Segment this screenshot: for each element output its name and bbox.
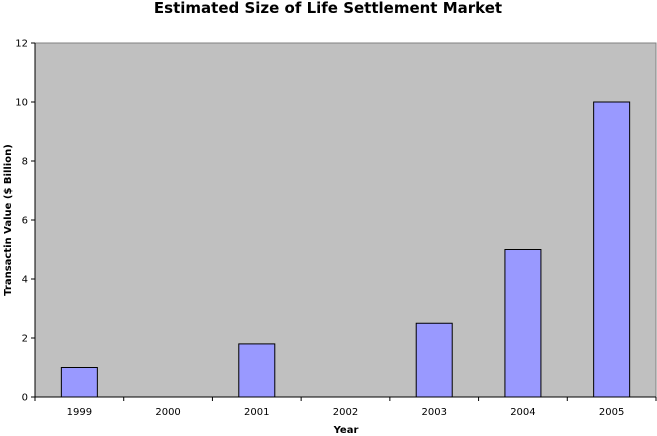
y-tick-label: 12 xyxy=(15,39,28,50)
y-tick-label: 0 xyxy=(22,393,28,404)
x-tick-label: 2000 xyxy=(155,407,180,418)
y-tick-label: 2 xyxy=(22,334,28,345)
x-axis-ticks: 1999 2000 2001 2002 2003 2004 2005 xyxy=(34,397,657,418)
x-tick-label: 2002 xyxy=(333,407,358,418)
chart-title: Estimated Size of Life Settlement Market xyxy=(154,0,502,17)
y-axis-label: Transactin Value ($ Billion) xyxy=(3,144,14,296)
y-tick-label: 8 xyxy=(22,157,28,168)
x-axis-label: Year xyxy=(333,425,359,436)
plot-area xyxy=(34,42,657,398)
x-tick-label: 2004 xyxy=(510,407,535,418)
x-tick-label: 2003 xyxy=(421,407,446,418)
y-tick-label: 6 xyxy=(22,216,28,227)
y-tick-label: 10 xyxy=(15,98,28,109)
bar-2005 xyxy=(593,101,631,398)
bar-1999 xyxy=(60,367,98,398)
y-axis-ticks: 0 2 4 6 8 10 12 xyxy=(15,39,35,404)
y-tick-label: 4 xyxy=(22,275,28,286)
x-tick-label: 2001 xyxy=(244,407,269,418)
bars xyxy=(60,101,631,398)
x-tick-label: 1999 xyxy=(67,407,92,418)
bar-2004 xyxy=(504,249,542,398)
x-tick-label: 2005 xyxy=(599,407,624,418)
bar-2003 xyxy=(415,322,453,398)
bar-2001 xyxy=(238,343,276,398)
